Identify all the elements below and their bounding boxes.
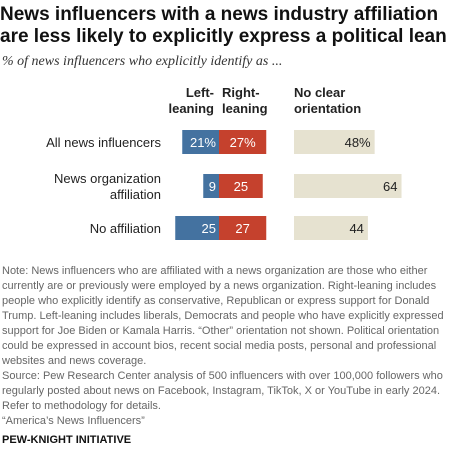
column-header-left: leaning: [168, 101, 214, 116]
data-label-right-leaning: 27: [235, 221, 249, 236]
bar-no-clear-orientation: [294, 174, 402, 198]
note-line: Note: News influencers who are affiliate…: [2, 265, 428, 277]
note-line: currently are or previously were employe…: [2, 280, 437, 292]
chart-subtitle: % of news influencers who explicitly ide…: [2, 54, 283, 69]
bar-left-leaning: [182, 130, 219, 154]
note-line: Refer to methodology for details.: [2, 400, 161, 412]
data-label-no-clear-orientation: 48%: [345, 135, 371, 150]
note-line: people who explicitly identify as conser…: [2, 295, 430, 307]
bar-right-leaning: [219, 216, 267, 240]
column-header-right: leaning: [222, 101, 268, 116]
column-header-right: Right-: [222, 85, 260, 100]
bar-left-leaning: [203, 174, 219, 198]
data-label-right-leaning: 25: [234, 179, 248, 194]
data-label-left-leaning: 25: [202, 221, 216, 236]
note-line: support for Joe Biden or Kamala Harris. …: [2, 325, 440, 337]
note-line: websites and news coverage.: [2, 355, 147, 367]
bar-right-leaning: [219, 174, 263, 198]
chart-title: News influencers with a news industry af…: [0, 4, 447, 47]
category-label: All news influencers: [46, 135, 161, 150]
note-line: regularly posted about news on Facebook,…: [2, 385, 441, 397]
footer-brand: PEW-KNIGHT INITIATIVE: [2, 434, 132, 446]
note-line: Source: Pew Research Center analysis of …: [2, 370, 443, 382]
data-label-no-clear-orientation: 64: [383, 179, 397, 194]
category-label: News organization: [54, 171, 161, 186]
column-header-none: orientation: [294, 101, 361, 116]
bar-right-leaning: [219, 130, 267, 154]
note-line: Trump. Left-leaning includes liberals, D…: [2, 310, 444, 322]
category-label: affiliation: [110, 187, 161, 202]
category-label: No affiliation: [90, 221, 161, 236]
note-line: could be expressed in account bios, rece…: [2, 340, 437, 352]
note-line: “America’s News Influencers”: [2, 415, 145, 427]
data-label-no-clear-orientation: 44: [349, 221, 363, 236]
bar-no-clear-orientation: [294, 216, 368, 240]
data-label-left-leaning: 9: [209, 179, 216, 194]
bar-no-clear-orientation: [294, 130, 375, 154]
chart-note: Note: News influencers who are affiliate…: [2, 264, 450, 429]
data-label-left-leaning: 21%: [190, 135, 216, 150]
chart-rows: All news influencers 21% 27% 48% News organi…: [46, 130, 402, 240]
bar-left-leaning: [175, 216, 219, 240]
data-label-right-leaning: 27%: [230, 135, 256, 150]
column-header-left: Left-: [186, 85, 214, 100]
column-header-none: No clear: [294, 85, 345, 100]
